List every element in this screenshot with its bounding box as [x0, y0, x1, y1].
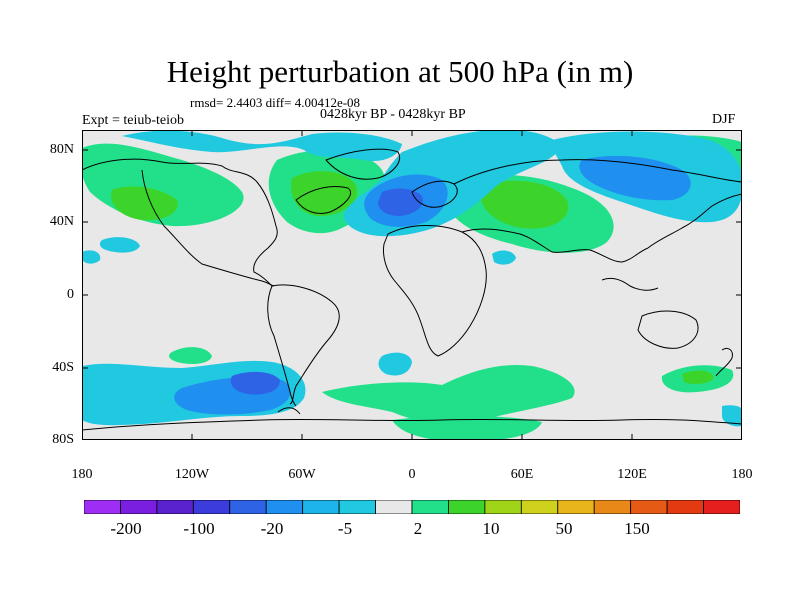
- colorbar-swatch: [156, 500, 194, 514]
- colorbar-label: -20: [260, 519, 284, 538]
- colorbar-swatch: [338, 500, 376, 514]
- lon-tick-label: 120W: [174, 467, 210, 482]
- colorbar-swatch: [593, 500, 632, 514]
- colorbar-swatch: [229, 500, 267, 514]
- experiment-label: Expt = teiub-teiob: [82, 113, 184, 128]
- colorbar-label: -200: [110, 519, 142, 538]
- colorbar-swatch: [520, 500, 559, 514]
- lat-tick-label: 40S: [52, 360, 74, 375]
- colorbar-label: 10: [482, 519, 500, 538]
- stats-line: rmsd= 2.4403 diff= 4.00412e-08: [190, 95, 361, 110]
- colorbar-label: -5: [337, 519, 353, 538]
- colorbar-swatch: [703, 500, 740, 514]
- colorbar-label: 50: [555, 519, 573, 538]
- colorbar-swatch: [84, 500, 121, 514]
- period-label: 0428kyr BP - 0428kyr BP: [320, 107, 466, 122]
- colorbar-label: -100: [183, 519, 215, 538]
- plot-title: Height perturbation at 500 hPa (in m): [166, 54, 634, 89]
- lat-tick-label: 40N: [49, 214, 74, 229]
- lon-tick-label: 180: [731, 467, 753, 482]
- colorbar-label: 2: [413, 519, 423, 538]
- height-perturbation-map: [82, 130, 742, 440]
- lon-tick-label: 0: [408, 467, 416, 482]
- colorbar-swatch: [302, 500, 340, 514]
- colorbar: [84, 500, 740, 514]
- colorbar-swatch: [448, 500, 486, 514]
- colorbar-swatch: [192, 500, 231, 514]
- lat-tick-label: 80S: [52, 432, 74, 447]
- season-label: DJF: [712, 112, 736, 127]
- colorbar-label: 150: [624, 519, 650, 538]
- colorbar-swatch: [375, 500, 413, 514]
- colorbar-swatch: [120, 500, 158, 514]
- colorbar-swatch: [265, 500, 304, 514]
- lat-tick-label: 0: [67, 287, 74, 302]
- lon-tick-label: 60W: [288, 467, 316, 482]
- lon-tick-label: 120E: [617, 467, 647, 482]
- colorbar-swatch: [666, 500, 704, 514]
- colorbar-swatch: [557, 500, 595, 514]
- strong-negative-regions: [230, 188, 423, 395]
- coastlines: [82, 148, 742, 431]
- lat-tick-marks: [82, 149, 742, 440]
- lon-tick-label: 180: [71, 467, 93, 482]
- lon-tick-label: 60E: [510, 467, 534, 482]
- colorbar-swatch: [630, 500, 668, 514]
- lon-tick-marks: [191, 130, 633, 440]
- colorbar-swatch: [484, 500, 522, 514]
- lat-tick-label: 80N: [49, 142, 74, 157]
- colorbar-swatch: [411, 500, 449, 514]
